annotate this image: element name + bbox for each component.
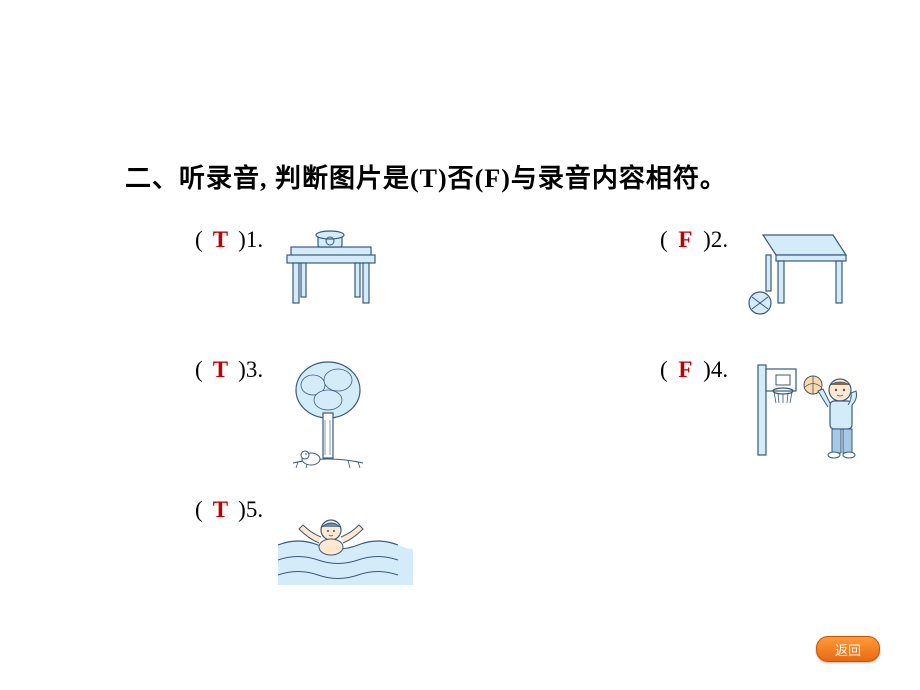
question-row-3: ( T )5. bbox=[195, 495, 485, 590]
paren-open: ( bbox=[195, 357, 203, 382]
question-item-1: ( T )1. bbox=[195, 225, 485, 310]
answer-group-3: ( T )3. bbox=[195, 357, 263, 383]
paren-close: ) bbox=[703, 227, 711, 252]
question-item-2: ( F )2. bbox=[660, 225, 920, 320]
paren-close: ) bbox=[238, 227, 246, 252]
question-row-2: ( T )3. ( F )4. bbox=[195, 355, 920, 475]
image-4-basketball-boy bbox=[738, 355, 873, 465]
answer-5: T bbox=[208, 497, 232, 523]
paren-open: ( bbox=[660, 357, 668, 382]
paren-close: ) bbox=[238, 357, 246, 382]
answer-4: F bbox=[673, 357, 697, 383]
paren-open: ( bbox=[195, 497, 203, 522]
question-item-5: ( T )5. bbox=[195, 495, 485, 590]
qnum-1: 1. bbox=[246, 227, 263, 252]
qnum-3: 3. bbox=[246, 357, 263, 382]
paren-close: ) bbox=[238, 497, 246, 522]
paren-close: ) bbox=[703, 357, 711, 382]
answer-group-5: ( T )5. bbox=[195, 497, 263, 523]
return-button[interactable]: 返回 bbox=[816, 636, 880, 662]
qnum-5: 5. bbox=[246, 497, 263, 522]
image-2-table-ball bbox=[738, 225, 853, 320]
image-1-desk-phone bbox=[273, 225, 388, 310]
question-row-1: ( T )1. ( F )2. bbox=[195, 225, 920, 320]
answer-2: F bbox=[673, 227, 697, 253]
question-item-4: ( F )4. bbox=[660, 355, 920, 465]
qnum-2: 2. bbox=[711, 227, 728, 252]
question-item-3: ( T )3. bbox=[195, 355, 485, 475]
qnum-4: 4. bbox=[711, 357, 728, 382]
answer-group-4: ( F )4. bbox=[660, 357, 728, 383]
paren-open: ( bbox=[195, 227, 203, 252]
image-3-tree-dog bbox=[273, 355, 383, 475]
answer-group-2: ( F )2. bbox=[660, 227, 728, 253]
image-5-swimmer bbox=[273, 495, 413, 590]
paren-open: ( bbox=[660, 227, 668, 252]
answer-group-1: ( T )1. bbox=[195, 227, 263, 253]
section-title: 二、听录音, 判断图片是(T)否(F)与录音内容相符。 bbox=[125, 158, 727, 195]
answer-3: T bbox=[208, 357, 232, 383]
answer-1: T bbox=[208, 227, 232, 253]
return-label: 返回 bbox=[835, 640, 861, 659]
